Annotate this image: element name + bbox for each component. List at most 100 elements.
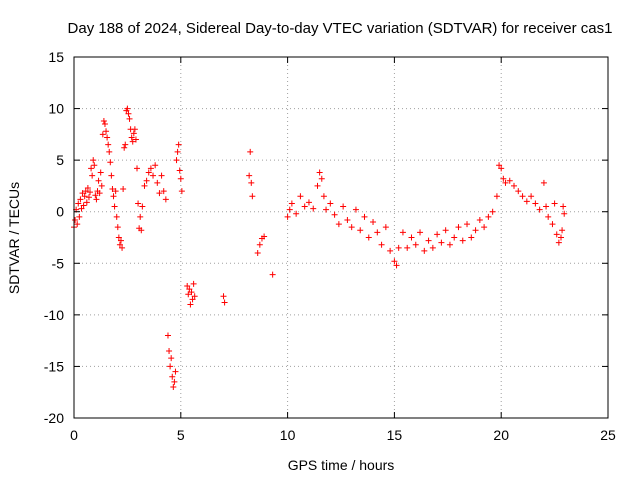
data-point bbox=[131, 126, 138, 133]
data-point bbox=[141, 182, 148, 189]
data-point bbox=[114, 224, 121, 231]
data-point bbox=[269, 271, 276, 278]
data-point bbox=[561, 210, 568, 217]
grid-lines bbox=[74, 57, 608, 418]
data-point bbox=[348, 224, 355, 231]
data-point bbox=[370, 219, 377, 226]
data-point bbox=[145, 169, 152, 176]
data-point bbox=[171, 378, 178, 385]
data-point bbox=[82, 188, 89, 195]
x-tick-label: 5 bbox=[177, 427, 185, 443]
y-tick-label: 5 bbox=[56, 152, 64, 168]
data-point bbox=[88, 165, 95, 172]
data-point bbox=[167, 363, 174, 370]
data-point bbox=[132, 136, 139, 143]
data-point bbox=[166, 347, 173, 354]
data-point bbox=[106, 148, 113, 155]
data-point bbox=[105, 141, 112, 148]
data-point bbox=[111, 203, 118, 210]
data-point bbox=[164, 332, 171, 339]
data-point bbox=[293, 210, 300, 217]
data-point bbox=[104, 134, 111, 141]
data-point bbox=[130, 130, 137, 137]
data-point bbox=[128, 134, 135, 141]
data-point bbox=[560, 203, 567, 210]
x-axis-ticks: 0 5 10 15 20 25 bbox=[70, 57, 616, 443]
data-point bbox=[451, 234, 458, 241]
data-point bbox=[555, 239, 562, 246]
data-point bbox=[284, 213, 291, 220]
data-point bbox=[455, 224, 462, 231]
data-point bbox=[297, 193, 304, 200]
data-point bbox=[113, 213, 120, 220]
y-tick-label: -10 bbox=[44, 307, 64, 323]
y-tick-label: 0 bbox=[56, 204, 64, 220]
data-point bbox=[305, 199, 312, 206]
data-point bbox=[87, 189, 94, 196]
data-point bbox=[187, 301, 194, 308]
data-point bbox=[85, 194, 92, 201]
data-point bbox=[498, 165, 505, 172]
data-point bbox=[442, 227, 449, 234]
data-point bbox=[459, 237, 466, 244]
data-point bbox=[545, 213, 552, 220]
data-point bbox=[124, 105, 131, 112]
data-point bbox=[352, 206, 359, 213]
data-point bbox=[91, 162, 98, 169]
data-point bbox=[515, 188, 522, 195]
data-point bbox=[558, 234, 565, 241]
data-point bbox=[143, 177, 150, 184]
data-point bbox=[523, 198, 530, 205]
data-point bbox=[107, 159, 114, 166]
data-point bbox=[152, 162, 159, 169]
y-tick-label: -20 bbox=[44, 410, 64, 426]
data-point bbox=[74, 221, 81, 228]
data-point bbox=[489, 208, 496, 215]
data-point bbox=[374, 229, 381, 236]
data-point bbox=[93, 196, 100, 203]
data-point bbox=[365, 234, 372, 241]
data-point bbox=[434, 231, 441, 238]
x-axis-label: GPS time / hours bbox=[288, 457, 395, 473]
data-point bbox=[78, 205, 85, 212]
data-point bbox=[76, 213, 83, 220]
y-tick-label: 10 bbox=[48, 101, 64, 117]
data-point bbox=[112, 188, 119, 195]
plot-frame bbox=[73, 56, 609, 419]
data-point bbox=[98, 182, 105, 189]
data-point bbox=[135, 200, 142, 207]
data-point bbox=[103, 128, 110, 135]
data-point bbox=[387, 247, 394, 254]
data-point bbox=[446, 241, 453, 248]
data-point bbox=[323, 206, 330, 213]
data-point bbox=[185, 291, 192, 298]
data-point bbox=[147, 165, 154, 172]
data-point bbox=[77, 196, 84, 203]
data-point bbox=[404, 244, 411, 251]
data-point bbox=[220, 293, 227, 300]
data-point bbox=[485, 213, 492, 220]
data-point bbox=[429, 244, 436, 251]
data-point bbox=[335, 221, 342, 228]
data-point bbox=[169, 373, 176, 380]
data-point bbox=[468, 234, 475, 241]
data-point bbox=[481, 224, 488, 231]
data-point bbox=[84, 184, 91, 191]
data-point bbox=[162, 196, 169, 203]
data-point bbox=[121, 144, 128, 151]
data-point bbox=[108, 172, 115, 179]
data-point bbox=[150, 172, 157, 179]
data-point bbox=[549, 221, 556, 228]
data-point bbox=[178, 188, 185, 195]
data-point bbox=[90, 157, 97, 164]
data-point bbox=[122, 141, 129, 148]
data-point bbox=[134, 165, 141, 172]
data-point bbox=[378, 241, 385, 248]
data-point bbox=[79, 190, 86, 197]
data-point bbox=[174, 148, 181, 155]
x-tick-label: 25 bbox=[600, 427, 616, 443]
data-point bbox=[438, 239, 445, 246]
data-point bbox=[511, 182, 518, 189]
data-point bbox=[301, 203, 308, 210]
